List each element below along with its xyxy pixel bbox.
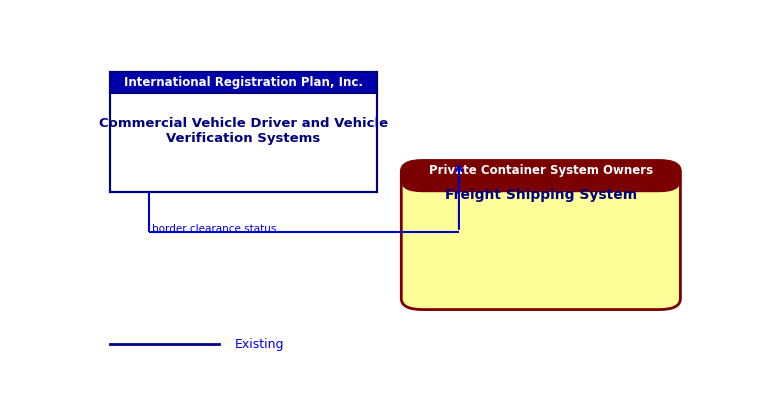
Bar [402,170,680,181]
Text: International Registration Plan, Inc.: International Registration Plan, Inc. [124,76,363,89]
Text: Freight Shipping System: Freight Shipping System [445,188,637,202]
Text: Existing: Existing [234,338,284,351]
Text: Commercial Vehicle Driver and Vehicle
Verification Systems: Commercial Vehicle Driver and Vehicle Ve… [99,117,388,145]
FancyBboxPatch shape [402,161,680,309]
Text: border clearance status: border clearance status [153,224,277,234]
FancyBboxPatch shape [402,161,680,192]
Bar [110,72,377,93]
Text: Private Container System Owners: Private Container System Owners [429,164,653,177]
Bar [110,72,377,192]
